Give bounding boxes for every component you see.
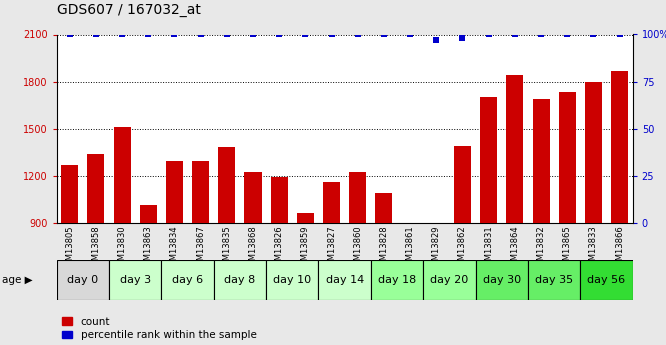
Bar bbox=[192, 161, 209, 223]
Bar bbox=[266, 260, 318, 300]
Point bbox=[509, 32, 520, 37]
Point bbox=[588, 32, 599, 37]
Legend: count, percentile rank within the sample: count, percentile rank within the sample bbox=[62, 317, 256, 340]
Bar bbox=[480, 97, 498, 223]
Bar bbox=[349, 172, 366, 223]
Point bbox=[195, 32, 206, 37]
Bar bbox=[559, 92, 575, 223]
Text: day 30: day 30 bbox=[483, 275, 521, 285]
Text: day 56: day 56 bbox=[587, 275, 625, 285]
Bar bbox=[57, 260, 109, 300]
Bar bbox=[402, 223, 419, 227]
Point bbox=[248, 32, 258, 37]
Text: day 10: day 10 bbox=[273, 275, 311, 285]
Point bbox=[274, 32, 284, 37]
Point bbox=[614, 32, 625, 37]
Point bbox=[431, 37, 442, 43]
Point bbox=[117, 32, 127, 37]
Bar bbox=[476, 260, 528, 300]
Point bbox=[535, 32, 546, 37]
Text: day 20: day 20 bbox=[430, 275, 468, 285]
Bar bbox=[318, 260, 371, 300]
Bar bbox=[528, 260, 580, 300]
Bar bbox=[218, 147, 235, 223]
Text: day 35: day 35 bbox=[535, 275, 573, 285]
Bar bbox=[323, 182, 340, 223]
Bar bbox=[454, 146, 471, 223]
Point bbox=[300, 32, 311, 37]
Bar bbox=[428, 223, 445, 227]
Text: day 14: day 14 bbox=[326, 275, 364, 285]
Bar bbox=[114, 127, 131, 223]
Bar bbox=[533, 99, 549, 223]
Point bbox=[169, 32, 180, 37]
Bar bbox=[109, 260, 161, 300]
Bar bbox=[87, 154, 105, 223]
Bar bbox=[506, 75, 523, 223]
Text: day 8: day 8 bbox=[224, 275, 256, 285]
Bar bbox=[423, 260, 476, 300]
Bar bbox=[297, 213, 314, 223]
Bar bbox=[270, 177, 288, 223]
Point bbox=[484, 32, 494, 37]
Bar bbox=[376, 193, 392, 223]
Point bbox=[457, 36, 468, 41]
Bar bbox=[244, 172, 262, 223]
Bar bbox=[214, 260, 266, 300]
Text: day 3: day 3 bbox=[120, 275, 151, 285]
Point bbox=[65, 32, 75, 37]
Bar bbox=[585, 81, 602, 223]
Point bbox=[143, 32, 154, 37]
Bar bbox=[140, 205, 157, 223]
Text: GDS607 / 167032_at: GDS607 / 167032_at bbox=[57, 3, 200, 17]
Bar bbox=[61, 165, 78, 223]
Bar bbox=[161, 260, 214, 300]
Text: day 18: day 18 bbox=[378, 275, 416, 285]
Text: age ▶: age ▶ bbox=[2, 275, 33, 285]
Point bbox=[352, 32, 363, 37]
Bar bbox=[371, 260, 423, 300]
Point bbox=[326, 32, 337, 37]
Text: day 6: day 6 bbox=[172, 275, 203, 285]
Point bbox=[405, 32, 416, 37]
Point bbox=[562, 32, 573, 37]
Bar bbox=[611, 70, 628, 223]
Bar bbox=[166, 161, 183, 223]
Bar bbox=[580, 260, 633, 300]
Point bbox=[222, 32, 232, 37]
Point bbox=[91, 32, 101, 37]
Point bbox=[378, 32, 389, 37]
Text: day 0: day 0 bbox=[67, 275, 99, 285]
